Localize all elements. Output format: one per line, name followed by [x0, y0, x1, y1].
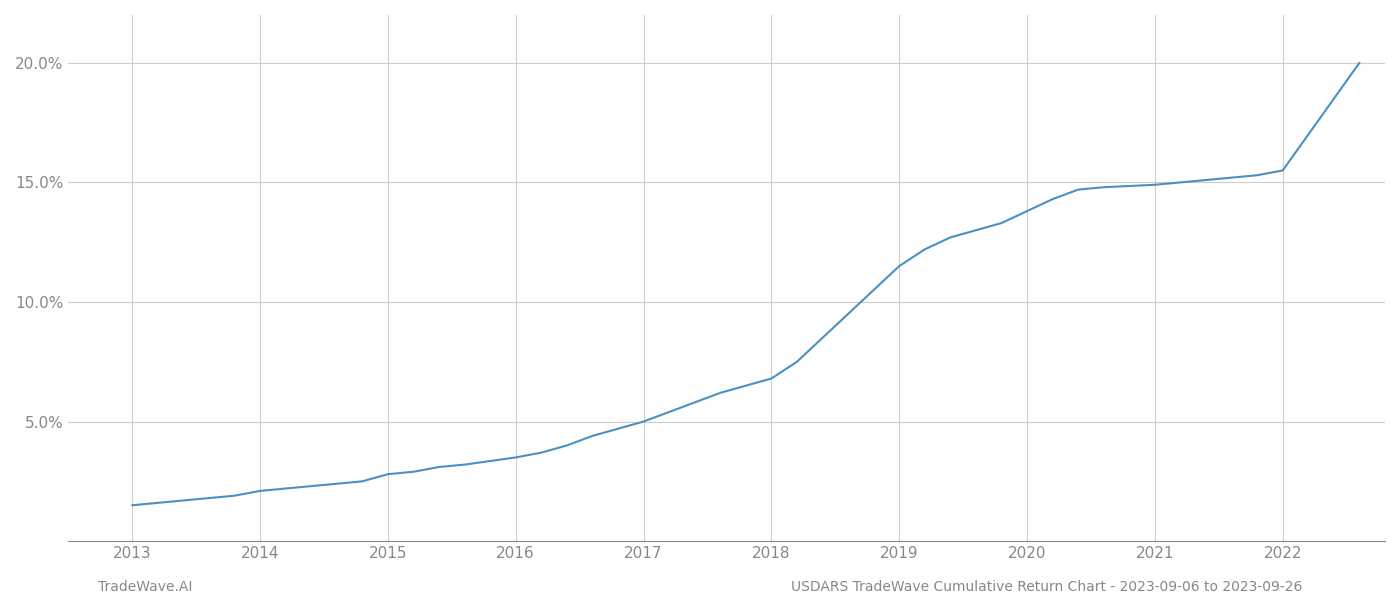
Text: USDARS TradeWave Cumulative Return Chart - 2023-09-06 to 2023-09-26: USDARS TradeWave Cumulative Return Chart… — [791, 580, 1302, 594]
Text: TradeWave.AI: TradeWave.AI — [98, 580, 192, 594]
